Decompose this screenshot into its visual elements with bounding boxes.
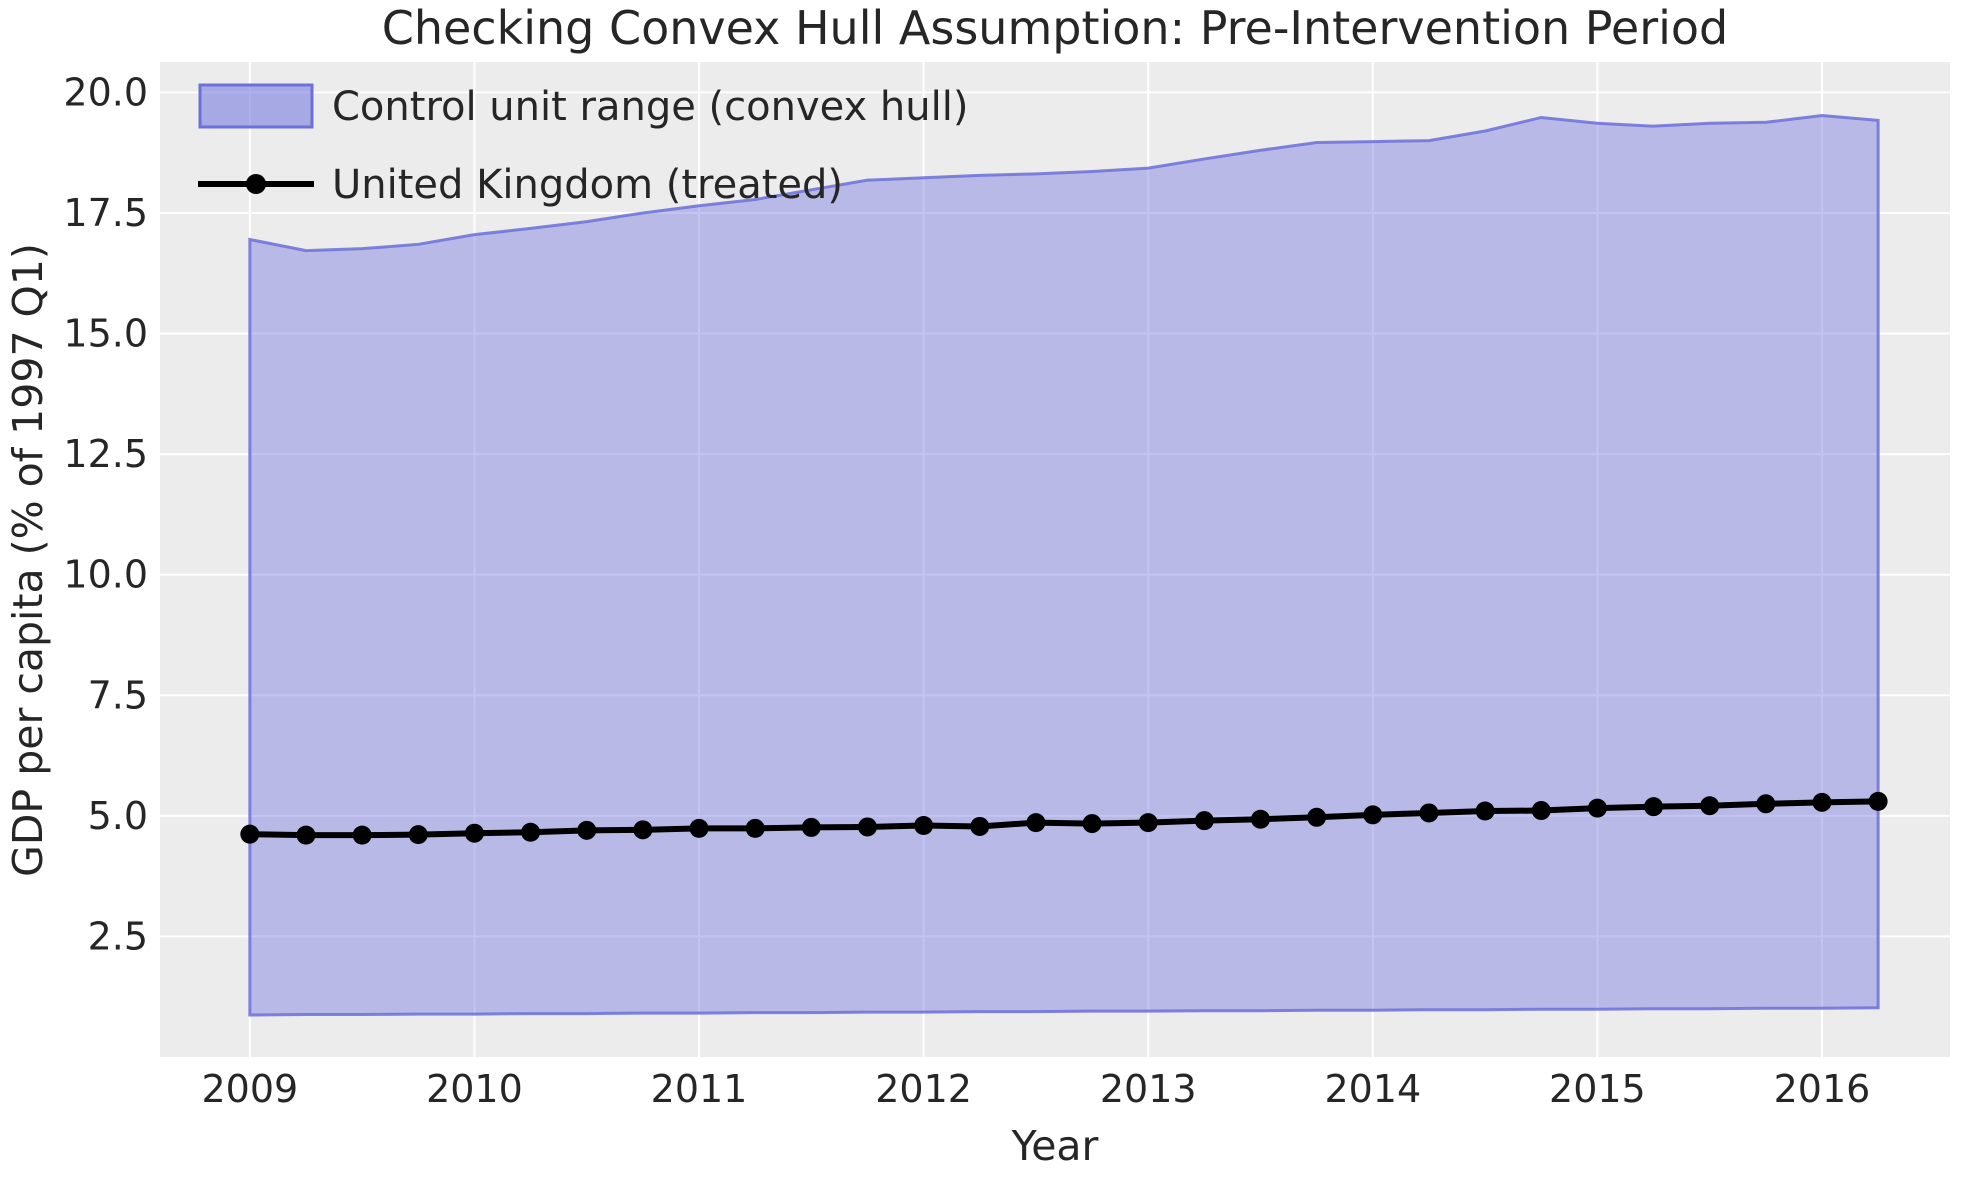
- x-tick-label: 2009: [201, 1067, 298, 1111]
- uk-data-point: [1307, 807, 1327, 827]
- x-axis-label: Year: [1011, 1122, 1099, 1170]
- uk-data-point: [745, 818, 765, 838]
- uk-data-point: [1419, 803, 1439, 823]
- uk-data-point: [408, 825, 428, 845]
- uk-data-point: [1138, 813, 1158, 833]
- legend-label-hull: Control unit range (convex hull): [332, 84, 968, 130]
- grid-layer: [160, 62, 1950, 1057]
- uk-data-point: [914, 815, 934, 835]
- y-tick-label: 5.0: [88, 794, 148, 838]
- uk-data-point: [1531, 801, 1551, 821]
- y-tick-label: 7.5: [88, 673, 148, 717]
- uk-data-point: [1251, 809, 1271, 829]
- uk-data-point: [464, 823, 484, 843]
- x-tick-label: 2014: [1324, 1067, 1421, 1111]
- control-range-band: [248, 114, 1880, 1017]
- uk-data-point: [1194, 811, 1214, 831]
- uk-data-point: [521, 822, 541, 842]
- uk-data-point: [1868, 791, 1888, 811]
- uk-data-point: [1587, 798, 1607, 818]
- uk-data-point: [1812, 792, 1832, 812]
- series-layer: [240, 114, 1888, 1017]
- plot-area: [160, 62, 1950, 1057]
- y-tick-label: 17.5: [63, 191, 148, 235]
- x-tick-label: 2011: [651, 1067, 748, 1111]
- legend-label-uk: United Kingdom (treated): [332, 162, 843, 208]
- uk-data-point: [1644, 797, 1664, 817]
- uk-data-point: [1756, 794, 1776, 814]
- y-tick-labels: 2.5 5.0 7.5 10.0 12.5 15.0 17.5 20.0: [63, 70, 148, 958]
- y-tick-label: 20.0: [63, 70, 148, 114]
- y-axis-label: GDP per capita (% of 1997 Q1): [4, 243, 52, 877]
- uk-data-point: [970, 816, 990, 836]
- uk-data-point: [352, 825, 372, 845]
- y-tick-label: 2.5: [88, 914, 148, 958]
- uk-data-point: [1700, 796, 1720, 816]
- uk-legend-marker-icon: [246, 174, 266, 194]
- x-tick-labels: 2009 2010 2011 2012 2013 2014 2015 2016: [201, 1067, 1870, 1111]
- uk-data-point: [577, 820, 597, 840]
- hull-legend-swatch-icon: [198, 83, 314, 129]
- uk-data-point: [857, 817, 877, 837]
- uk-data-point: [689, 818, 709, 838]
- uk-data-point: [296, 825, 316, 845]
- uk-data-point: [1082, 814, 1102, 834]
- uk-data-point: [1475, 801, 1495, 821]
- uk-data-point: [633, 820, 653, 840]
- uk-data-point: [801, 817, 821, 837]
- x-tick-label: 2010: [426, 1067, 523, 1111]
- y-tick-label: 15.0: [63, 312, 148, 356]
- uk-data-point: [1026, 813, 1046, 833]
- x-tick-label: 2012: [875, 1067, 972, 1111]
- x-tick-label: 2015: [1549, 1067, 1646, 1111]
- x-tick-label: 2013: [1100, 1067, 1197, 1111]
- y-tick-label: 10.0: [63, 553, 148, 597]
- uk-data-point: [240, 824, 260, 844]
- x-tick-label: 2016: [1774, 1067, 1871, 1111]
- chart-title: Checking Convex Hull Assumption: Pre-Int…: [382, 1, 1729, 55]
- legend: Control unit range (convex hull) United …: [198, 83, 968, 208]
- y-tick-label: 12.5: [63, 432, 148, 476]
- uk-data-point: [1363, 805, 1383, 825]
